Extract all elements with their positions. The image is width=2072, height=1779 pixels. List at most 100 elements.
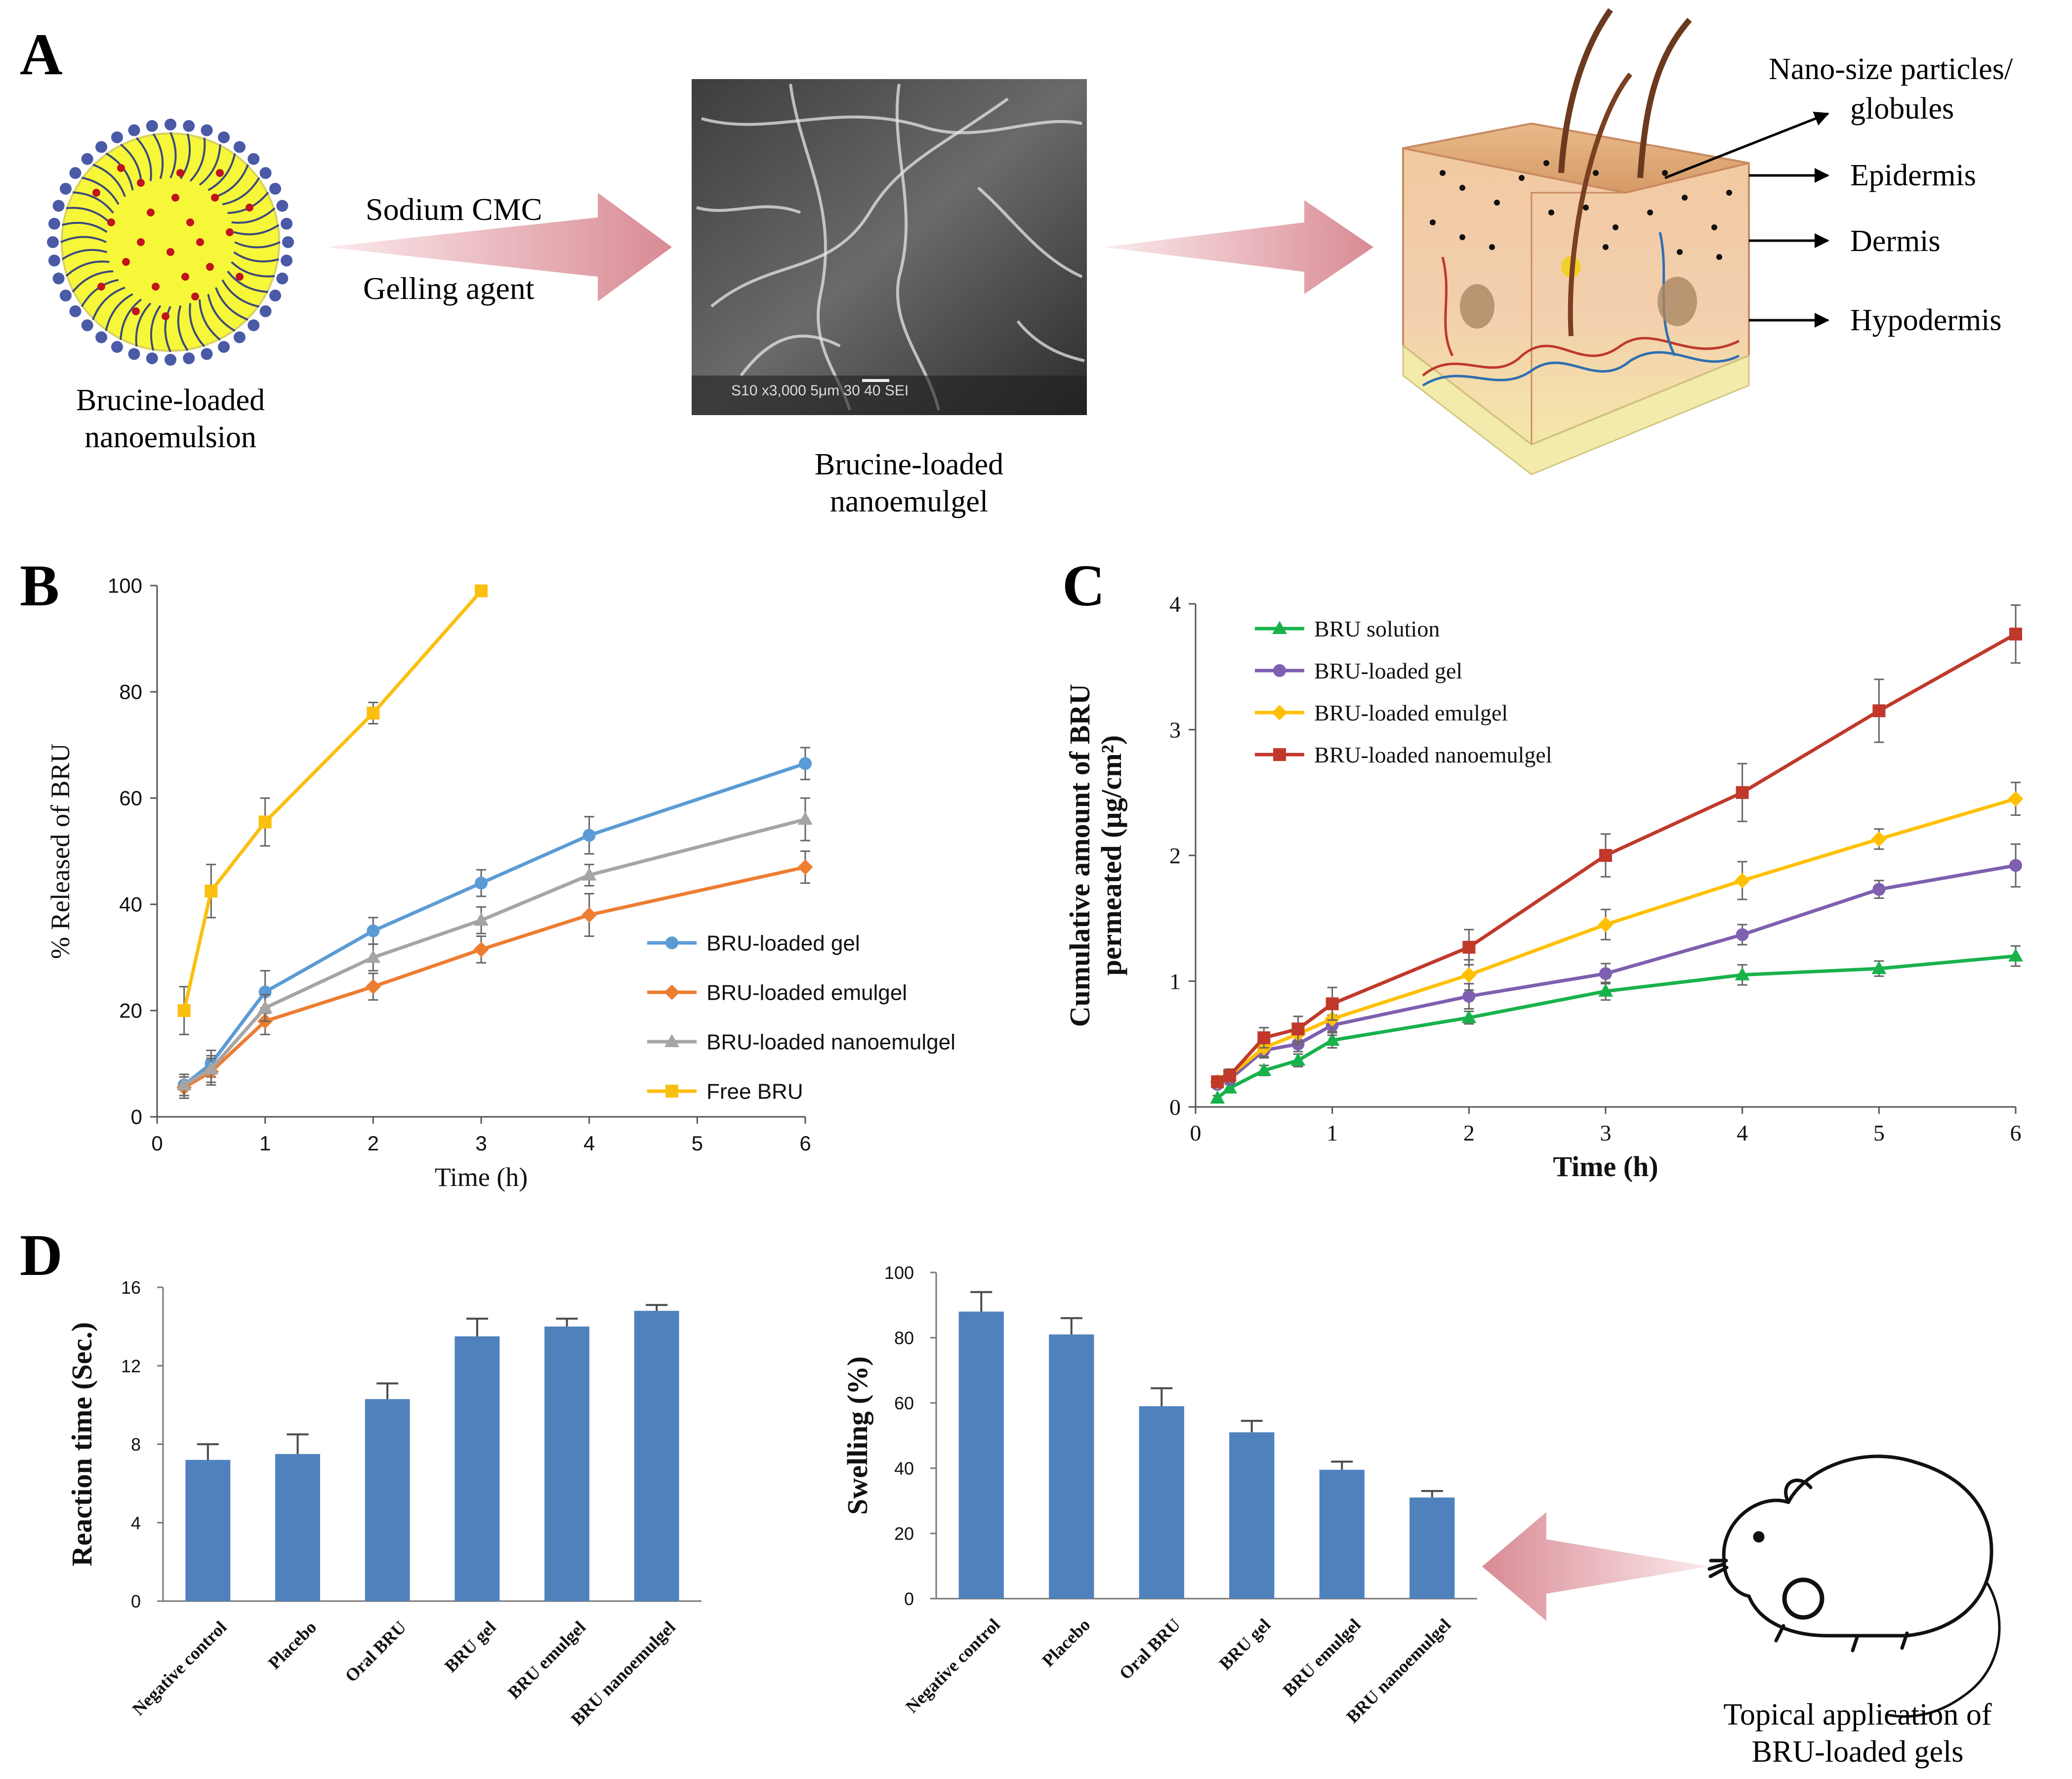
surfactant-tail (61, 249, 108, 260)
data-point (1735, 967, 1750, 980)
nanoemulsion-sphere (47, 119, 294, 366)
chart-d-swelling: 0 20 40 60 80 100 Negative control Placebo Oral … (841, 1263, 1477, 1727)
y-tick-label: 4 (1169, 592, 1181, 617)
chart-d-reaction-time: 0 4 8 12 16 Negative control Placebo Oral BRU BR… (66, 1277, 702, 1729)
x-tick-label: 6 (799, 1132, 811, 1155)
surfactant-head (282, 236, 294, 248)
data-point (581, 907, 597, 923)
data-point (1736, 928, 1749, 941)
data-point (473, 941, 489, 957)
panel-label-d: D (20, 1222, 63, 1288)
surfactant-tail (135, 137, 152, 181)
nano-globule (1459, 234, 1465, 240)
data-point (1598, 983, 1613, 997)
y-tick-label: 0 (904, 1589, 914, 1609)
bar (185, 1460, 231, 1601)
mouse-ear (1784, 1479, 1813, 1504)
surfactant-tail (207, 153, 236, 191)
hair-1 (1558, 8, 1613, 173)
skin-surface (1403, 122, 1749, 194)
bar (544, 1326, 589, 1601)
sem-fiber (977, 186, 1083, 278)
surfactant-head (111, 131, 123, 143)
surfactant-tail (105, 293, 133, 332)
data-point (2008, 948, 2023, 962)
surfactant-tail (215, 287, 249, 321)
surfactant-head (165, 354, 176, 366)
surfactant-head (59, 182, 72, 195)
label-nanoparticles: Nano-size particles/ (1769, 52, 2013, 86)
sem-fiber (895, 84, 940, 411)
drug-particle (236, 273, 244, 281)
surfactant-head (183, 352, 195, 365)
legend-label: BRU-loaded gel (1314, 658, 1462, 683)
surfactant-tail (215, 164, 249, 198)
drug-particle (97, 283, 105, 291)
nano-globule (1440, 170, 1446, 176)
mouse-feet (1774, 1624, 1909, 1652)
data-point (367, 924, 380, 937)
x-tick-label: 2 (1463, 1120, 1475, 1145)
y-tick-label: 80 (894, 1328, 914, 1348)
data-point (798, 811, 813, 825)
drug-particle (226, 228, 234, 236)
application-site-circle (1782, 1577, 1824, 1620)
data-point (665, 936, 678, 949)
nano-globule (1430, 219, 1436, 225)
sem-caption-1: Brucine-loaded (815, 448, 1003, 481)
surfactant-head (218, 131, 230, 143)
nanoemulsion-caption-2: nanoemulsion (84, 421, 256, 454)
surfactant-tail (164, 306, 171, 352)
drug-particle (216, 169, 224, 177)
data-point (474, 912, 489, 926)
gland (1658, 277, 1697, 326)
legend-label: BRU solution (1314, 616, 1440, 641)
drug-particle (166, 248, 174, 256)
gel-agent-2: Gelling agent (363, 271, 535, 306)
data-point (1256, 1062, 1272, 1076)
bar (1139, 1406, 1184, 1599)
nanoemulsion-caption-1: Brucine-loaded (76, 383, 265, 417)
category-label: BRU gel (441, 1617, 500, 1676)
drug-particle (181, 273, 189, 281)
legend-label: BRU-loaded gel (706, 931, 860, 955)
data-point (1326, 997, 1339, 1011)
drug-particle (147, 209, 155, 216)
surfactant-tail (227, 270, 268, 293)
mouse-body (1722, 1454, 1993, 1638)
surfactant-head (81, 319, 93, 332)
data-point (1210, 1090, 1225, 1104)
sem-fiber (789, 84, 851, 411)
data-point (257, 1000, 273, 1014)
label-epidermis: Epidermis (1850, 159, 1976, 192)
surfactant-head (69, 167, 82, 179)
y-tick-label: 2 (1169, 843, 1181, 868)
skin-vessels (1422, 232, 1740, 387)
x-axis-title: Time (h) (435, 1162, 528, 1192)
nano-globule (1726, 190, 1732, 196)
panel-label-a: A (20, 21, 63, 87)
y-tick-label: 3 (1169, 718, 1181, 743)
nano-globule (1677, 249, 1683, 255)
data-point (1257, 1031, 1271, 1045)
y-tick-label: 0 (131, 1105, 142, 1129)
data-point (1872, 883, 1886, 896)
data-point (1599, 849, 1612, 862)
surfactant-head (248, 319, 260, 332)
data-point (176, 1077, 192, 1091)
data-point (1462, 940, 1476, 954)
surfactant-head (52, 272, 65, 285)
process-arrow-2 (1104, 200, 1373, 294)
data-point (1736, 786, 1749, 799)
series-line (1216, 954, 2016, 1100)
data-point (1598, 917, 1614, 932)
sem-scale-text: S10 x3,000 5μm 30 40 SEI (731, 382, 909, 399)
surfactant-tail (199, 144, 221, 186)
data-point (1273, 748, 1286, 761)
data-point (258, 815, 272, 829)
data-point (1871, 961, 1887, 974)
y-tick-label: 0 (131, 1591, 141, 1611)
legend-label: Free BRU (706, 1079, 803, 1103)
x-tick-label: 6 (2010, 1120, 2022, 1145)
legend-label: BRU-loaded nanoemulgel (706, 1030, 955, 1054)
